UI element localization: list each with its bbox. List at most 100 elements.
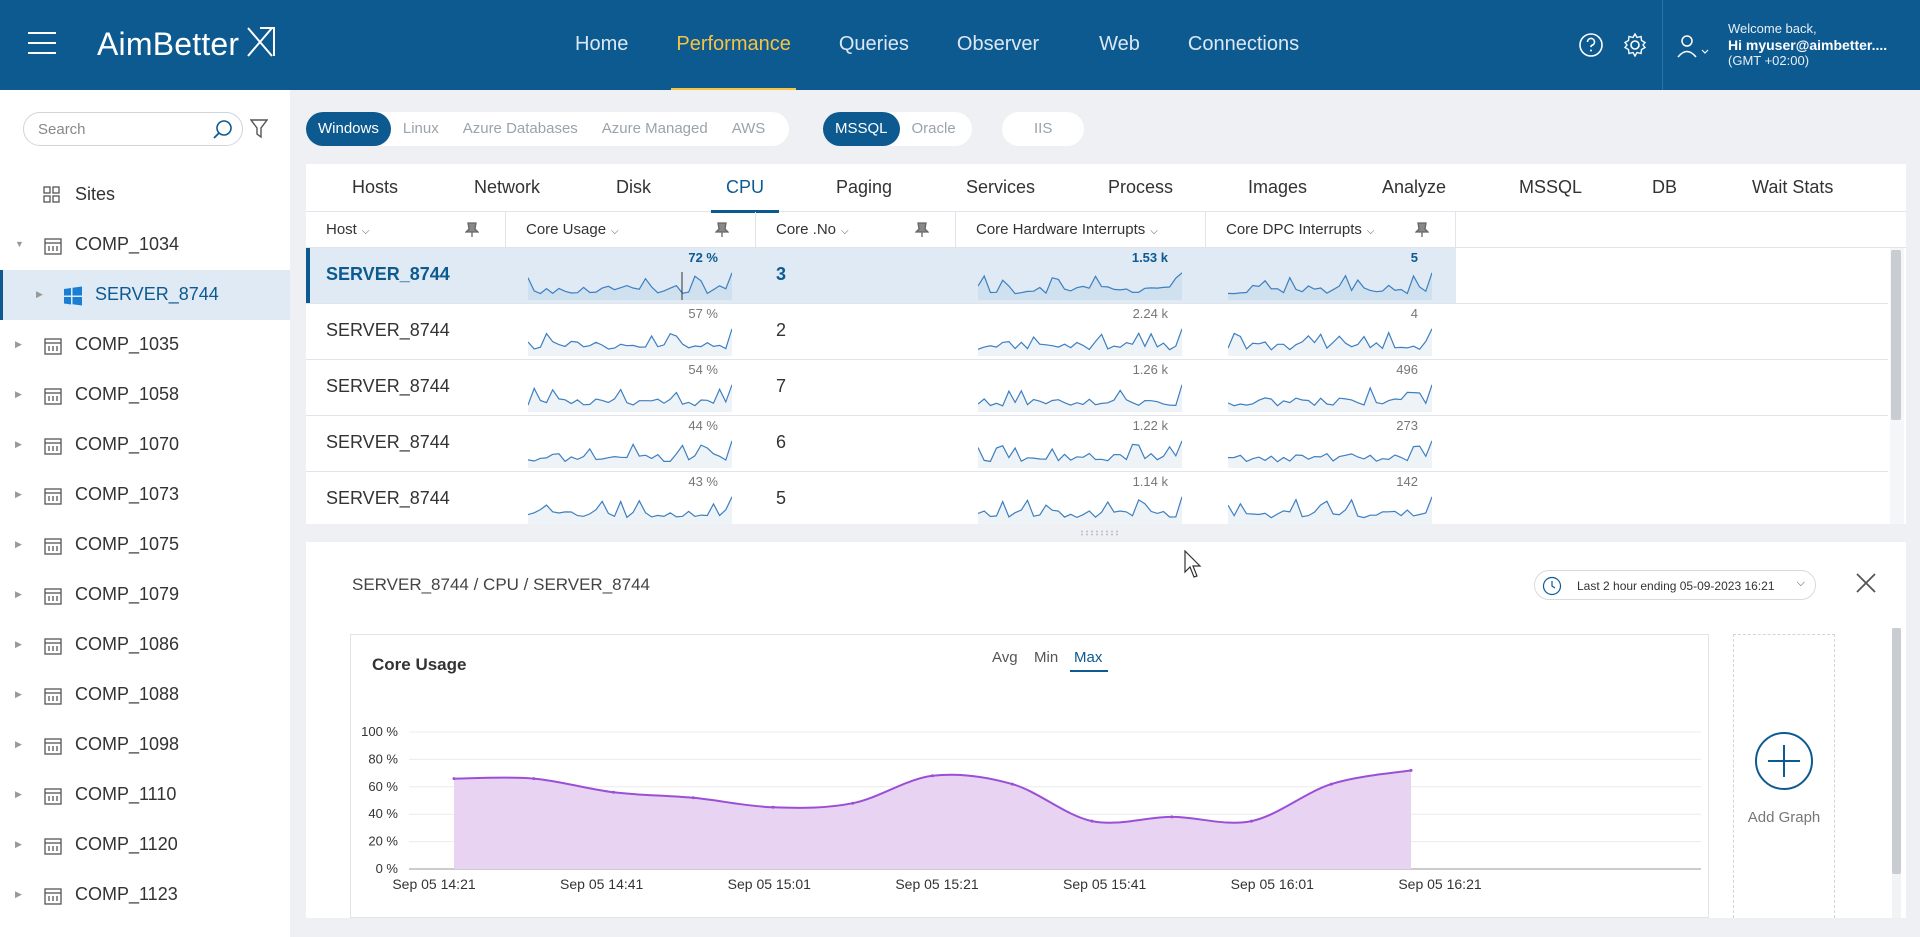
add-graph-button[interactable]: Add Graph [1733, 634, 1835, 918]
tab-db[interactable]: DB [1652, 177, 1678, 197]
filter-mssql[interactable]: MSSQL [823, 112, 900, 146]
sparkline-line [978, 272, 1182, 295]
menu-icon[interactable] [28, 32, 56, 56]
table-row[interactable]: SERVER_8744 2 57 % 2.24 k 4 [306, 304, 1888, 360]
caret-right-icon[interactable]: ▶ [15, 739, 22, 749]
tab-network[interactable]: Network [474, 177, 541, 197]
col-core-no[interactable]: Core .No ⌵ [756, 212, 956, 248]
filter-azure-databases[interactable]: Azure Databases [462, 120, 578, 137]
agg-max[interactable]: Max [1069, 649, 1109, 672]
filter-oracle[interactable]: Oracle [911, 120, 956, 137]
nav-home[interactable]: Home [575, 33, 629, 55]
tab-disk[interactable]: Disk [616, 177, 651, 197]
caret-down-icon[interactable]: ▼ [15, 239, 24, 249]
search-icon[interactable] [212, 119, 234, 141]
col-dpc-interrupts[interactable]: Core DPC Interrupts ⌵ [1206, 212, 1456, 248]
tree-item-company[interactable]: ▶ COMP_1058 [0, 370, 290, 420]
agg-min[interactable]: Min [1034, 649, 1059, 666]
nav-observer[interactable]: Observer [956, 33, 1040, 55]
tab-cpu[interactable]: CPU [710, 164, 780, 213]
pin-icon[interactable] [715, 222, 729, 238]
tab-services[interactable]: Services [966, 177, 1036, 197]
data-point [1250, 819, 1253, 823]
user-icon[interactable] [1677, 34, 1711, 58]
table-row[interactable]: SERVER_8744 6 44 % 1.22 k 273 [306, 416, 1888, 472]
caret-right-icon[interactable]: ▶ [15, 789, 22, 799]
col-hw-interrupts[interactable]: Core Hardware Interrupts ⌵ [956, 212, 1206, 248]
tree-item-company[interactable]: ▶ COMP_1098 [0, 720, 290, 770]
filter-azure-managed[interactable]: Azure Managed [601, 120, 708, 137]
tree-item-company[interactable]: ▶ COMP_1086 [0, 620, 290, 670]
caret-right-icon[interactable]: ▶ [15, 489, 22, 499]
table-row[interactable]: SERVER_8744 3 72 % 1.53 k 5 [306, 248, 1888, 304]
pin-icon[interactable] [915, 222, 929, 238]
time-range-select[interactable]: Last 2 hour ending 05-09-2023 16:21 ⌵ [1534, 570, 1816, 600]
tree-label: COMP_1088 [75, 684, 180, 704]
pin-icon[interactable] [1415, 222, 1429, 238]
close-icon[interactable] [1855, 572, 1877, 594]
filter-iis[interactable]: IIS [1034, 120, 1053, 137]
tab-images[interactable]: Images [1248, 177, 1308, 197]
nav-queries[interactable]: Queries [838, 33, 909, 55]
caret-right-icon[interactable]: ▶ [15, 389, 22, 399]
x-tick-label: Sep 05 15:21 [895, 876, 979, 892]
user-menu[interactable]: Welcome back, Hi myuser@aimbetter.... (G… [1662, 0, 1887, 90]
tree-item-company[interactable]: ▶ COMP_1079 [0, 570, 290, 620]
search-input[interactable] [38, 121, 203, 138]
caret-right-icon[interactable]: ▶ [36, 289, 43, 299]
caret-right-icon[interactable]: ▶ [15, 889, 22, 899]
col-hw-interrupts-label: Core Hardware Interrupts [976, 221, 1146, 238]
tree-item-server[interactable]: ▶ SERVER_8744 [0, 270, 290, 320]
caret-right-icon[interactable]: ▶ [15, 839, 22, 849]
agg-avg[interactable]: Avg [992, 649, 1018, 666]
nav-connections[interactable]: Connections [1187, 33, 1300, 55]
col-core-usage[interactable]: Core Usage ⌵ [506, 212, 756, 248]
tab-wait-stats[interactable]: Wait Stats [1752, 177, 1834, 197]
filter-icon[interactable] [250, 119, 268, 139]
row-selection-bar [306, 248, 310, 303]
caret-right-icon[interactable]: ▶ [15, 539, 22, 549]
table-row[interactable]: SERVER_8744 5 43 % 1.14 k 142 [306, 472, 1888, 524]
tree-item-company[interactable]: ▶ COMP_1088 [0, 670, 290, 720]
hw-interrupts-sparkline [978, 496, 1182, 524]
logo[interactable]: AimBetter [97, 26, 240, 62]
resize-handle-icon[interactable] [1080, 530, 1120, 536]
caret-right-icon[interactable]: ▶ [15, 689, 22, 699]
x-tick-label: Sep 05 16:01 [1231, 876, 1315, 892]
detail-panel: SERVER_8744 / CPU / SERVER_8744 Last 2 h… [306, 542, 1906, 918]
nav-web[interactable]: Web [1099, 33, 1140, 55]
windows-icon [64, 286, 82, 306]
tree-item-sites[interactable]: Sites [0, 170, 290, 220]
core-usage-sparkline [528, 328, 732, 356]
nav-performance[interactable]: Performance [661, 0, 806, 90]
tree-item-company[interactable]: ▶ COMP_1073 [0, 470, 290, 520]
caret-right-icon[interactable]: ▶ [15, 589, 22, 599]
tree-item-company[interactable]: ▶ COMP_1035 [0, 320, 290, 370]
col-host[interactable]: Host ⌵ [306, 212, 506, 248]
tree-item-company[interactable]: ▶ COMP_1070 [0, 420, 290, 470]
tree-item-company[interactable]: ▶ COMP_1123 [0, 870, 290, 920]
detail-scrollbar-thumb[interactable] [1892, 628, 1901, 874]
tab-hosts[interactable]: Hosts [352, 177, 399, 197]
caret-right-icon[interactable]: ▶ [15, 339, 22, 349]
caret-right-icon[interactable]: ▶ [15, 439, 22, 449]
pin-icon[interactable] [465, 222, 479, 238]
table-row[interactable]: SERVER_8744 7 54 % 1.26 k 496 [306, 360, 1888, 416]
tree-item-company[interactable]: ▶ COMP_1110 [0, 770, 290, 820]
tab-process[interactable]: Process [1108, 177, 1174, 197]
tree-item-company[interactable]: ▶ COMP_1120 [0, 820, 290, 870]
caret-right-icon[interactable]: ▶ [15, 639, 22, 649]
tab-paging[interactable]: Paging [836, 177, 893, 197]
help-icon[interactable] [1578, 32, 1604, 58]
tab-analyze[interactable]: Analyze [1382, 177, 1447, 197]
data-point [771, 805, 775, 809]
gear-icon[interactable] [1622, 32, 1648, 58]
tab-mssql[interactable]: MSSQL [1519, 177, 1583, 197]
core-usage-sparkline [528, 440, 732, 468]
filter-windows[interactable]: Windows [306, 112, 391, 146]
tree-item-company[interactable]: ▼ COMP_1034 [0, 220, 290, 270]
tree-item-company[interactable]: ▶ COMP_1075 [0, 520, 290, 570]
filter-aws[interactable]: AWS [731, 120, 766, 137]
filter-linux[interactable]: Linux [402, 120, 439, 137]
grid-scrollbar-thumb[interactable] [1891, 250, 1901, 420]
